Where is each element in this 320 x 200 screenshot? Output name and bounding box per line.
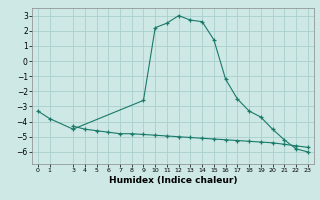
X-axis label: Humidex (Indice chaleur): Humidex (Indice chaleur) [108, 176, 237, 185]
